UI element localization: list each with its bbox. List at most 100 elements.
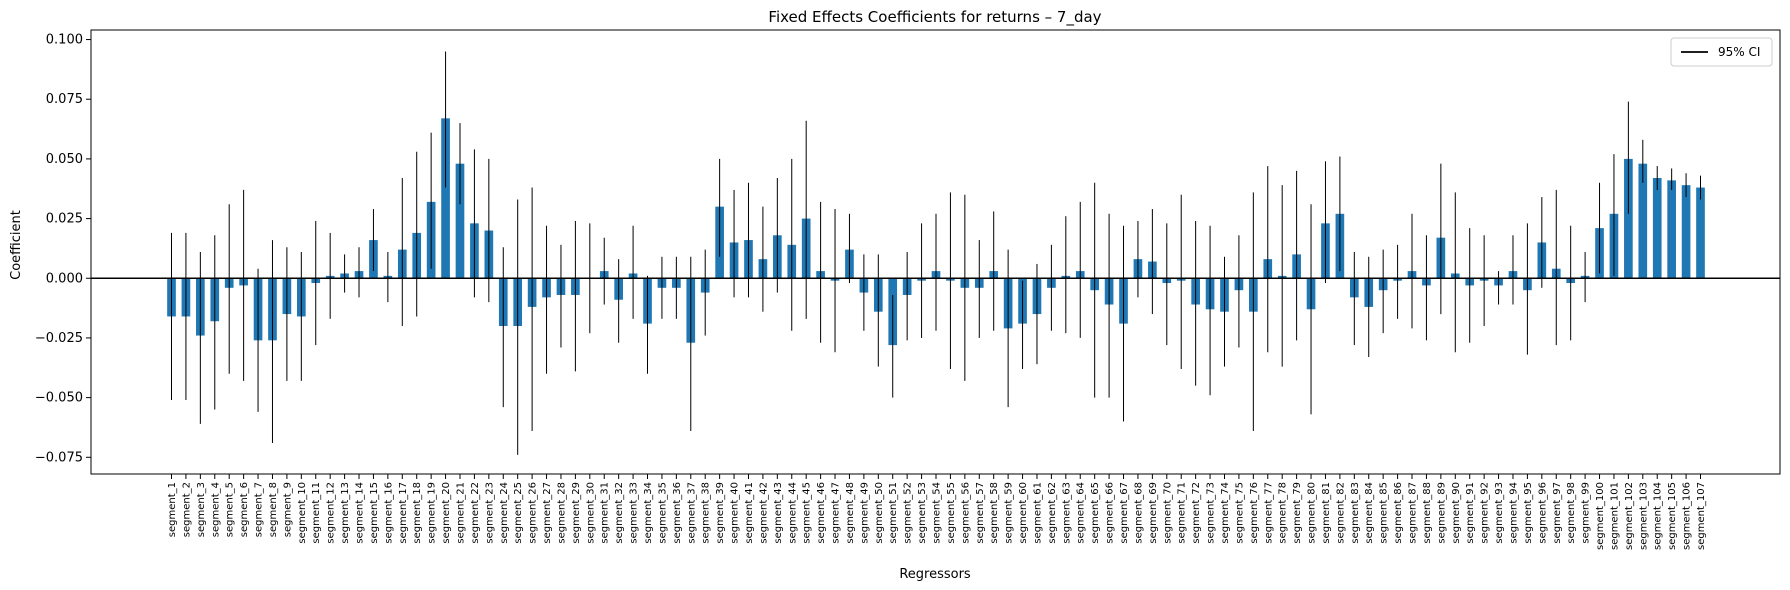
x-tick-label: segment_8 bbox=[268, 482, 279, 537]
x-tick-label: segment_72 bbox=[1191, 482, 1202, 544]
x-tick-label: segment_90 bbox=[1451, 482, 1462, 544]
x-tick-label: segment_81 bbox=[1321, 482, 1332, 544]
x-tick-label: segment_103 bbox=[1638, 482, 1649, 550]
x-tick-label: segment_43 bbox=[773, 482, 784, 544]
x-tick-label: segment_63 bbox=[1061, 482, 1072, 544]
x-tick-label: segment_88 bbox=[1422, 482, 1433, 544]
x-tick-label: segment_69 bbox=[1148, 482, 1159, 544]
x-tick-label: segment_53 bbox=[917, 482, 928, 544]
x-tick-label: segment_15 bbox=[369, 482, 380, 544]
x-tick-label: segment_55 bbox=[946, 482, 957, 544]
bar bbox=[1667, 180, 1676, 279]
plot-frame bbox=[90, 29, 1781, 475]
x-tick-label: segment_20 bbox=[441, 482, 452, 544]
x-tick-label: segment_5 bbox=[225, 482, 236, 537]
x-tick-label: segment_54 bbox=[932, 482, 943, 544]
x-tick-label: segment_65 bbox=[1090, 482, 1101, 544]
bar bbox=[441, 118, 450, 279]
y-tick-label: −0.025 bbox=[35, 331, 83, 346]
x-tick-label: segment_39 bbox=[715, 482, 726, 544]
x-tick-label: segment_27 bbox=[542, 482, 553, 544]
x-tick-label: segment_77 bbox=[1263, 482, 1274, 544]
x-tick-label: segment_41 bbox=[744, 482, 755, 544]
x-tick-label: segment_25 bbox=[513, 482, 524, 544]
bar bbox=[455, 163, 465, 279]
bar bbox=[1696, 187, 1705, 279]
x-tick-label: segment_17 bbox=[398, 482, 409, 544]
x-tick-label: segment_44 bbox=[787, 482, 798, 544]
x-tick-label: segment_60 bbox=[1018, 482, 1029, 544]
x-tick-label: segment_85 bbox=[1379, 482, 1390, 544]
x-tick-label: segment_7 bbox=[254, 482, 265, 537]
legend-box bbox=[1670, 37, 1773, 67]
x-tick-label: segment_99 bbox=[1581, 482, 1592, 544]
x-tick-label: segment_93 bbox=[1494, 482, 1505, 544]
bar bbox=[1652, 178, 1662, 279]
x-tick-label: segment_11 bbox=[311, 482, 322, 544]
x-tick-label: segment_98 bbox=[1566, 482, 1577, 544]
chart-title: Fixed Effects Coefficients for returns –… bbox=[768, 8, 1101, 27]
x-tick-label: segment_56 bbox=[960, 482, 971, 544]
x-tick-label: segment_48 bbox=[845, 482, 856, 544]
x-tick-label: segment_71 bbox=[1177, 482, 1188, 544]
y-tick-label: 0.075 bbox=[46, 92, 83, 107]
x-tick-label: segment_92 bbox=[1480, 482, 1491, 544]
x-tick-label: segment_36 bbox=[672, 482, 683, 544]
x-tick-label: segment_94 bbox=[1508, 482, 1519, 544]
x-tick-label: segment_106 bbox=[1682, 482, 1693, 550]
x-tick-label: segment_35 bbox=[657, 482, 668, 544]
x-tick-label: segment_21 bbox=[455, 482, 466, 544]
x-tick-label: segment_24 bbox=[499, 482, 510, 544]
x-tick-label: segment_91 bbox=[1465, 482, 1476, 544]
x-tick-label: segment_30 bbox=[585, 482, 596, 544]
x-tick-label: segment_59 bbox=[1004, 482, 1015, 544]
x-tick-label: segment_2 bbox=[181, 482, 192, 537]
x-tick-label: segment_84 bbox=[1364, 482, 1375, 544]
x-tick-label: segment_64 bbox=[1076, 482, 1087, 544]
x-tick-label: segment_22 bbox=[470, 482, 481, 544]
x-tick-label: segment_86 bbox=[1393, 482, 1404, 544]
x-tick-label: segment_29 bbox=[571, 482, 582, 544]
x-tick-label: segment_96 bbox=[1537, 482, 1548, 544]
x-tick-label: segment_38 bbox=[701, 482, 712, 544]
x-tick-label: segment_47 bbox=[831, 482, 842, 544]
x-tick-label: segment_74 bbox=[1220, 482, 1231, 544]
x-tick-label: segment_66 bbox=[1105, 482, 1116, 544]
x-tick-label: segment_82 bbox=[1335, 482, 1346, 544]
x-tick-label: segment_78 bbox=[1278, 482, 1289, 544]
y-tick-label: 0.050 bbox=[46, 152, 83, 167]
x-tick-label: segment_13 bbox=[340, 482, 351, 544]
x-tick-label: segment_89 bbox=[1436, 482, 1447, 544]
x-tick-label: segment_97 bbox=[1552, 482, 1563, 544]
x-tick-label: segment_16 bbox=[383, 482, 394, 544]
x-tick-label: segment_67 bbox=[1119, 482, 1130, 544]
y-tick-label: 0.025 bbox=[46, 212, 83, 227]
bar bbox=[1638, 163, 1648, 279]
x-tick-label: segment_45 bbox=[802, 482, 813, 544]
x-tick-label: segment_49 bbox=[859, 482, 870, 544]
legend-label: 95% CI bbox=[1718, 45, 1760, 59]
x-tick-label: segment_57 bbox=[975, 482, 986, 544]
x-tick-label: segment_18 bbox=[412, 482, 423, 544]
x-tick-label: segment_107 bbox=[1696, 482, 1707, 550]
x-tick-label: segment_50 bbox=[874, 482, 885, 544]
x-tick-label: segment_32 bbox=[614, 482, 625, 544]
x-tick-label: segment_19 bbox=[427, 482, 438, 544]
x-tick-label: segment_6 bbox=[239, 482, 250, 537]
x-tick-label: segment_31 bbox=[600, 482, 611, 544]
x-axis-label: Regressors bbox=[899, 567, 971, 582]
y-tick-label: 0.100 bbox=[46, 33, 83, 48]
x-tick-label: segment_105 bbox=[1667, 482, 1678, 550]
y-tick-label: −0.050 bbox=[35, 391, 83, 406]
x-tick-label: segment_76 bbox=[1249, 482, 1260, 544]
x-tick-label: segment_40 bbox=[730, 482, 741, 544]
x-tick-label: segment_62 bbox=[1047, 482, 1058, 544]
x-tick-label: segment_4 bbox=[210, 482, 221, 537]
x-tick-label: segment_87 bbox=[1408, 482, 1419, 544]
x-tick-label: segment_83 bbox=[1350, 482, 1361, 544]
x-tick-label: segment_12 bbox=[326, 482, 337, 544]
x-tick-label: segment_33 bbox=[629, 482, 640, 544]
x-tick-label: segment_73 bbox=[1206, 482, 1217, 544]
x-tick-label: segment_104 bbox=[1653, 482, 1664, 550]
